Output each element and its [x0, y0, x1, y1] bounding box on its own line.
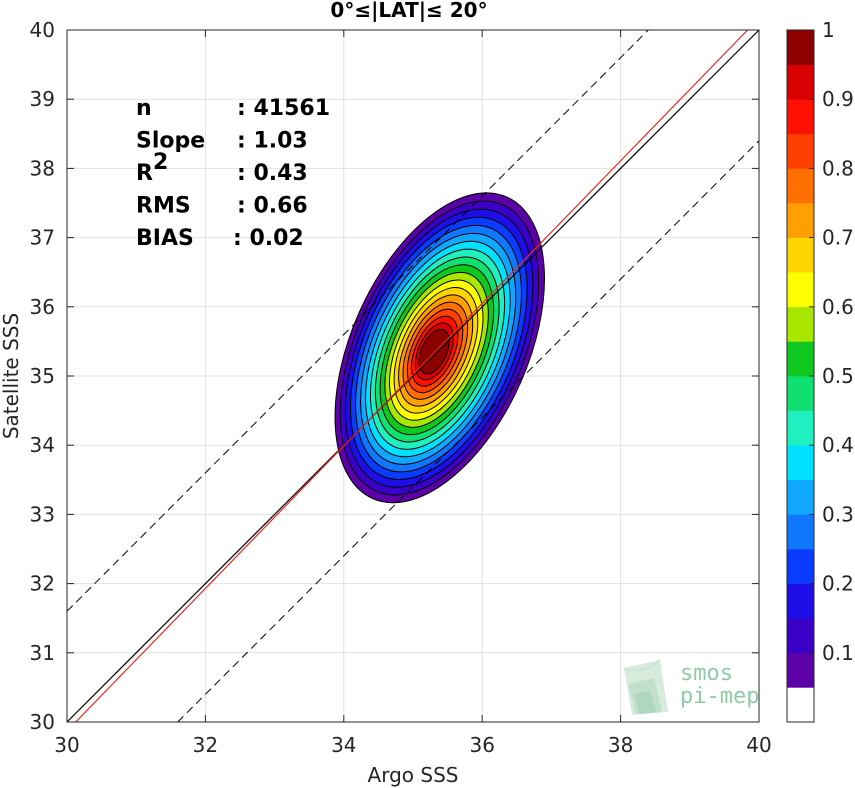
- stat-value: : 1.03: [237, 129, 308, 154]
- colorbar-segment: [787, 237, 814, 273]
- colorbar-tick-label: 0.5: [822, 364, 854, 388]
- colorbar-segment: [787, 479, 814, 515]
- colorbar-tick-label: 0.7: [822, 226, 854, 250]
- colorbar-segment: [787, 168, 814, 204]
- colorbar-segment: [787, 133, 814, 169]
- y-tick-label: 37: [30, 226, 55, 250]
- colorbar-segment: [787, 687, 814, 723]
- colorbar-tick-label: 0.2: [822, 572, 854, 596]
- stat-value: : 0.43: [237, 161, 308, 186]
- x-tick-label: 34: [331, 733, 356, 757]
- colorbar-segment: [787, 64, 814, 100]
- y-tick-label: 33: [30, 502, 55, 526]
- logo-line2: pi-mep: [680, 684, 759, 709]
- colorbar-tick-label: 0.3: [822, 502, 854, 526]
- colorbar-tick-label: 0.8: [822, 156, 854, 180]
- colorbar-segment: [787, 410, 814, 446]
- stat-value: : 41561: [237, 96, 330, 121]
- x-tick-label: 40: [746, 733, 771, 757]
- x-tick-label: 32: [193, 733, 218, 757]
- y-tick-label: 39: [30, 87, 55, 111]
- colorbar-segment: [787, 30, 814, 65]
- colorbar-segment: [787, 306, 814, 342]
- smos-pimep-logo: smos pi-mep: [623, 659, 759, 715]
- stat-label: Slope: [136, 129, 205, 154]
- x-tick-label: 30: [54, 733, 79, 757]
- colorbar: [786, 29, 815, 723]
- colorbar-segment: [787, 272, 814, 308]
- y-axis-label: Satellite SSS: [0, 313, 23, 439]
- stat-value: : 0.66: [237, 194, 308, 219]
- colorbar-tick-label: 0.4: [822, 433, 854, 457]
- colorbar-segment: [787, 341, 814, 377]
- y-tick-label: 35: [30, 364, 55, 388]
- stat-superscript: 2: [153, 150, 168, 175]
- stat-label: RMS: [136, 194, 191, 219]
- stat-label: BIAS: [136, 226, 194, 251]
- colorbar-tick-label: 0.6: [822, 295, 854, 319]
- identity-line: [66, 29, 760, 723]
- colorbar-segment: [787, 376, 814, 411]
- colorbar-tick-label: 0.1: [822, 641, 854, 665]
- y-tick-label: 31: [30, 641, 55, 665]
- colorbar-tick-label: 1: [822, 18, 835, 42]
- y-tick-label: 36: [30, 295, 55, 319]
- y-tick-label: 34: [30, 433, 55, 457]
- stats-box: n : 41561 Slope : 1.03 R 2 : 0.43 RMS : 0.66 BIAS…: [136, 96, 330, 251]
- colorbar-segment: [787, 99, 814, 135]
- wave-logo-icon: [623, 659, 668, 715]
- y-tick-label: 30: [30, 710, 55, 734]
- chart-title: 0°≤|LAT|≤ 20°: [330, 0, 487, 22]
- stat-value: : 0.02: [233, 226, 304, 251]
- x-tick-label: 36: [469, 733, 494, 757]
- reference-lines: [66, 29, 760, 723]
- upper-bound-line: [66, 29, 649, 612]
- stat-label: n: [136, 96, 152, 121]
- y-axis-ticks: 30 31 32 33 34 35 36 37 38 39 40: [30, 18, 759, 734]
- colorbar-segment: [787, 445, 814, 481]
- y-tick-label: 38: [30, 156, 55, 180]
- y-tick-label: 32: [30, 572, 55, 596]
- x-tick-label: 38: [608, 733, 633, 757]
- x-axis-label: Argo SSS: [368, 763, 459, 787]
- colorbar-segment: [787, 549, 814, 584]
- x-axis-ticks: 30 32 34 36 38 40: [54, 30, 772, 757]
- lower-bound-line: [177, 140, 760, 723]
- y-tick-label: 40: [30, 18, 55, 42]
- stat-label: R: [136, 161, 153, 186]
- colorbar-segment: [787, 203, 814, 238]
- colorbar-tick-label: 0.9: [822, 87, 854, 111]
- colorbar-segment: [787, 583, 814, 619]
- logo-line1: smos: [680, 661, 733, 686]
- fit-line: [75, 29, 749, 723]
- colorbar-segment: [787, 618, 814, 654]
- colorbar-segment: [787, 652, 814, 688]
- colorbar-segment: [787, 514, 814, 550]
- colorbar-ticks: 0.1 0.2 0.3 0.4 0.5 0.6 0.7 0.8 0.9 1: [809, 18, 854, 665]
